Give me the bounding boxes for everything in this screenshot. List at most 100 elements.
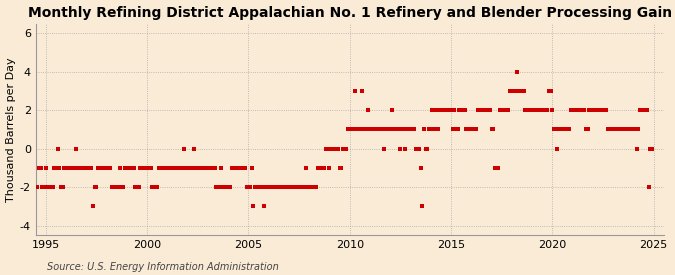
Point	[432, 127, 443, 132]
Point	[105, 166, 115, 170]
Point	[556, 127, 566, 132]
Point	[459, 108, 470, 112]
Point	[230, 166, 240, 170]
Point	[408, 127, 419, 132]
Point	[71, 147, 82, 151]
Point	[157, 166, 167, 170]
Point	[567, 108, 578, 112]
Point	[106, 185, 117, 189]
Point	[442, 108, 453, 112]
Point	[414, 147, 425, 151]
Point	[136, 166, 147, 170]
Point	[425, 127, 436, 132]
Point	[206, 166, 217, 170]
Point	[543, 89, 554, 93]
Point	[125, 166, 136, 170]
Point	[201, 166, 212, 170]
Point	[626, 127, 637, 132]
Point	[108, 185, 119, 189]
Point	[368, 127, 379, 132]
Point	[42, 185, 53, 189]
Point	[611, 127, 622, 132]
Point	[641, 108, 652, 112]
Point	[647, 147, 657, 151]
Point	[140, 166, 151, 170]
Point	[586, 108, 597, 112]
Point	[351, 127, 362, 132]
Point	[508, 89, 519, 93]
Point	[219, 185, 230, 189]
Point	[593, 108, 603, 112]
Point	[597, 108, 608, 112]
Point	[434, 108, 445, 112]
Point	[155, 166, 166, 170]
Point	[263, 185, 274, 189]
Point	[236, 166, 247, 170]
Point	[392, 127, 402, 132]
Point	[371, 127, 382, 132]
Point	[74, 166, 85, 170]
Point	[182, 166, 193, 170]
Point	[256, 185, 267, 189]
Point	[69, 166, 80, 170]
Point	[464, 127, 475, 132]
Point	[496, 108, 507, 112]
Point	[238, 166, 249, 170]
Point	[286, 185, 296, 189]
Point	[292, 185, 303, 189]
Point	[526, 108, 537, 112]
Point	[400, 147, 411, 151]
Point	[506, 89, 517, 93]
Point	[398, 127, 409, 132]
Point	[126, 166, 137, 170]
Point	[523, 108, 534, 112]
Point	[577, 108, 588, 112]
Point	[529, 108, 539, 112]
Point	[424, 127, 435, 132]
Point	[378, 147, 389, 151]
Point	[62, 166, 73, 170]
Point	[583, 127, 593, 132]
Point	[512, 70, 522, 74]
Point	[630, 127, 641, 132]
Point	[122, 166, 132, 170]
Point	[243, 185, 254, 189]
Point	[138, 166, 149, 170]
Point	[54, 166, 65, 170]
Point	[246, 166, 257, 170]
Point	[471, 127, 482, 132]
Point	[346, 127, 357, 132]
Point	[429, 127, 439, 132]
Point	[86, 166, 97, 170]
Point	[310, 185, 321, 189]
Point	[194, 166, 205, 170]
Point	[469, 127, 480, 132]
Point	[161, 166, 171, 170]
Point	[255, 185, 266, 189]
Point	[489, 166, 500, 170]
Point	[395, 147, 406, 151]
Point	[119, 166, 130, 170]
Point	[172, 166, 183, 170]
Point	[302, 185, 313, 189]
Point	[76, 166, 86, 170]
Point	[479, 108, 490, 112]
Point	[584, 108, 595, 112]
Point	[173, 166, 184, 170]
Point	[306, 185, 317, 189]
Point	[184, 166, 194, 170]
Point	[273, 185, 284, 189]
Point	[196, 166, 207, 170]
Point	[44, 185, 55, 189]
Point	[620, 127, 630, 132]
Point	[358, 127, 369, 132]
Point	[367, 127, 377, 132]
Point	[262, 185, 273, 189]
Point	[265, 185, 276, 189]
Point	[284, 185, 294, 189]
Point	[130, 185, 140, 189]
Point	[466, 127, 477, 132]
Point	[500, 108, 510, 112]
Point	[65, 166, 76, 170]
Point	[240, 166, 250, 170]
